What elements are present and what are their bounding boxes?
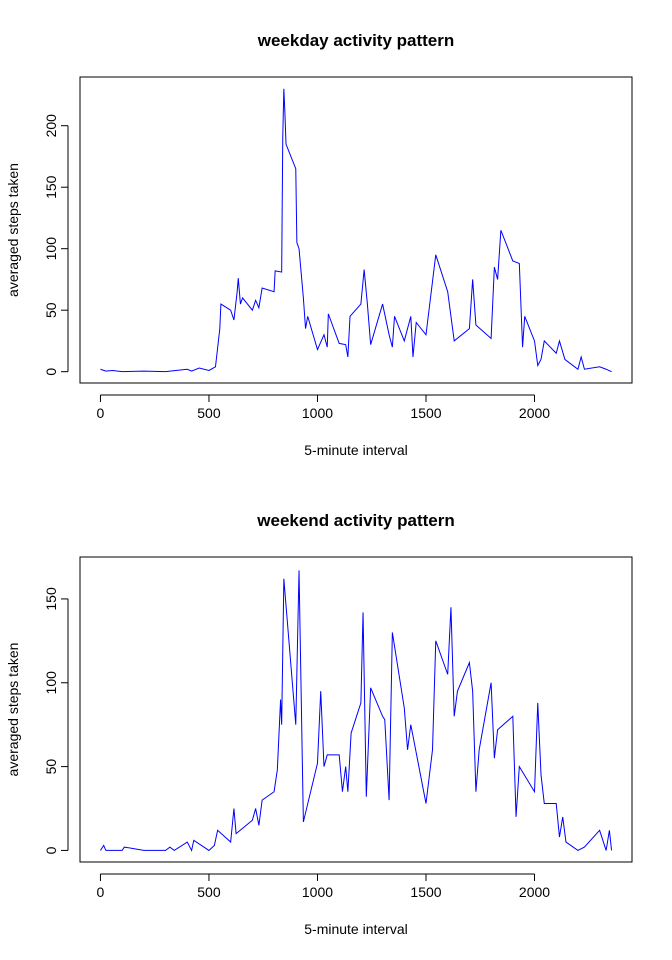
plot-frame: [79, 556, 633, 863]
y-axis-label: averaged steps taken: [5, 643, 21, 777]
y-tick-label: 0: [43, 846, 59, 854]
x-axis-label: 5-minute interval: [304, 442, 408, 458]
x-tick-label: 2000: [519, 405, 550, 421]
x-tick-label: 500: [197, 405, 221, 421]
y-tick-label: 150: [43, 587, 59, 611]
x-tick-label: 1500: [410, 405, 441, 421]
data-line: [100, 88, 612, 373]
data-line: [100, 570, 613, 852]
y-tick-label: 0: [43, 368, 59, 376]
y-tick-label: 200: [43, 114, 59, 138]
y-tick-label: 100: [43, 671, 59, 695]
y-axis-label: averaged steps taken: [5, 163, 21, 297]
plot-frame: [79, 76, 633, 384]
y-tick-label: 50: [43, 302, 59, 318]
x-tick-label: 0: [97, 405, 105, 421]
chart-title: weekday activity pattern: [257, 31, 455, 50]
y-tick-label: 50: [43, 759, 59, 775]
x-tick-label: 1500: [410, 884, 441, 900]
x-tick-label: 1000: [302, 405, 333, 421]
x-axis-label: 5-minute interval: [304, 921, 408, 937]
chart-title: weekend activity pattern: [256, 511, 454, 530]
y-tick-label: 100: [43, 237, 59, 261]
x-tick-label: 1000: [302, 884, 333, 900]
y-tick-label: 150: [43, 175, 59, 199]
x-tick-label: 0: [97, 884, 105, 900]
x-tick-label: 2000: [519, 884, 550, 900]
x-tick-label: 500: [197, 884, 221, 900]
